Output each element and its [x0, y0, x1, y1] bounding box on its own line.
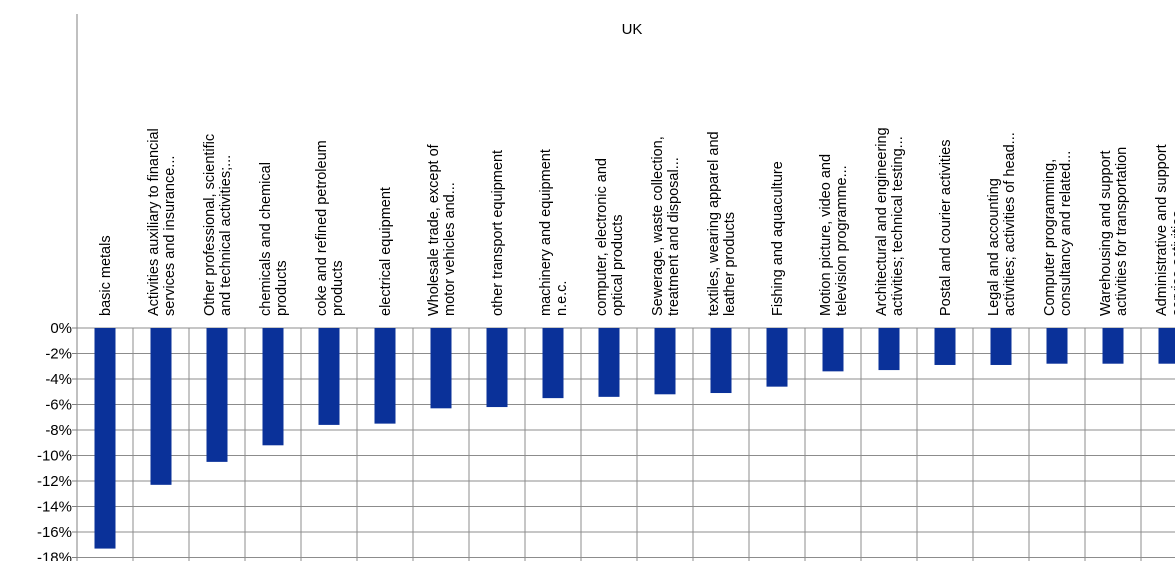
bar: [374, 328, 396, 424]
category-label-line: other transport equipment: [490, 150, 506, 316]
category-label: Wholesale trade, except of motor vehicles…: [426, 143, 458, 316]
category-label: chemicals and chemical products: [258, 162, 290, 316]
bar: [206, 328, 228, 462]
category-label: Sewerage, waste collection, treatment and…: [650, 136, 682, 316]
bar: [150, 328, 172, 485]
category-label: Motion picture, video and television prog…: [818, 154, 850, 316]
category-label-line: Architectural and engineering: [874, 127, 890, 316]
category-label-line: n.e.c.: [554, 281, 570, 316]
category-label: electrical equipment: [378, 187, 394, 316]
category-label: machinery and equipment n.e.c.: [538, 149, 570, 316]
bar: [430, 328, 452, 409]
category-label-line: basic metals: [98, 235, 114, 316]
bar: [486, 328, 508, 408]
bar: [1046, 328, 1068, 364]
category-label-line: service activities: [1170, 210, 1175, 316]
category-label-line: Motion picture, video and: [818, 154, 834, 316]
category-label: Other professional, scientific and techni…: [202, 134, 234, 316]
y-tick-label: -8%: [45, 422, 72, 439]
bar: [934, 328, 956, 365]
category-label-line: Sewerage, waste collection,: [650, 136, 666, 316]
category-label: basic metals: [98, 235, 114, 316]
category-label-line: computer, electronic and: [594, 158, 610, 316]
y-tick-label: -16%: [37, 524, 72, 541]
y-tick-label: -10%: [37, 448, 72, 465]
category-label-line: Activities auxiliary to financial: [146, 128, 162, 316]
category-label-line: Fishing and aquaculture: [770, 161, 786, 316]
bar: [1102, 328, 1124, 364]
category-label-line: Computer programming,: [1042, 159, 1058, 316]
category-label-line: chemicals and chemical: [258, 162, 274, 316]
category-label-line: Administrative and support: [1154, 144, 1170, 316]
bar: [94, 328, 116, 549]
category-label: coke and refined petroleum products: [314, 140, 346, 316]
y-tick-label: -18%: [37, 550, 72, 561]
category-label: Activities auxiliary to financial service…: [146, 128, 178, 316]
category-label-line: products: [330, 260, 346, 316]
category-label-line: electrical equipment: [378, 187, 394, 316]
category-label-line: motor vehicles and...: [442, 182, 458, 316]
category-label: Fishing and aquaculture: [770, 161, 786, 316]
y-tick-label: -14%: [37, 499, 72, 516]
category-label: textiles, wearing apparel and leather pro…: [706, 131, 738, 316]
gridlines: [77, 327, 1175, 561]
bar: [318, 328, 340, 425]
bar: [990, 328, 1012, 365]
category-label-line: Postal and courier activities: [938, 140, 954, 317]
chart-title: UK: [622, 21, 643, 38]
category-label-line: optical products: [610, 214, 626, 316]
category-label-line: textiles, wearing apparel and: [706, 131, 722, 316]
category-label-line: leather products: [722, 212, 738, 316]
category-label-line: consultancy and related...: [1058, 151, 1074, 316]
category-label-line: Other professional, scientific: [202, 134, 218, 316]
category-label-line: treatment and disposal...: [666, 157, 682, 316]
y-axis: 0% -2% -4% -6% -8% -10% -12% -14% -16% -18%: [37, 14, 78, 561]
category-label: other transport equipment: [490, 150, 506, 316]
y-tick-label: 0%: [50, 320, 72, 337]
category-label-line: activities; activities of head...: [1002, 132, 1018, 316]
category-label-line: Wholesale trade, except of: [426, 143, 442, 316]
category-label: Architectural and engineering activities;…: [874, 127, 906, 316]
category-label-line: television programme...: [834, 165, 850, 316]
category-label: Administrative and support service activi…: [1154, 144, 1175, 316]
category-labels: basic metals Activities auxiliary to fina…: [98, 127, 1175, 316]
bar: [822, 328, 844, 372]
bars: [94, 328, 1175, 549]
category-label-line: and technical activities;...: [218, 155, 234, 316]
category-label-line: coke and refined petroleum: [314, 140, 330, 316]
y-tick-label: -12%: [37, 473, 72, 490]
bar: [1158, 328, 1175, 364]
category-label-line: activities for transportation: [1114, 147, 1130, 316]
bar: [766, 328, 788, 387]
bar: [262, 328, 284, 446]
bar: [654, 328, 676, 395]
bar: [710, 328, 732, 394]
category-label-line: activities; technical testing...: [890, 136, 906, 316]
category-label: Computer programming, consultancy and rel…: [1042, 151, 1074, 316]
category-label: computer, electronic and optical products: [594, 158, 626, 316]
y-tick-label: -6%: [45, 397, 72, 414]
category-label: Warehousing and support activities for tr…: [1098, 147, 1130, 316]
category-label: Postal and courier activities: [938, 140, 954, 317]
category-label-line: Legal and accounting: [986, 178, 1002, 316]
category-label: Legal and accounting activities; activiti…: [986, 132, 1018, 316]
y-tick-label: -4%: [45, 371, 72, 388]
category-label-line: machinery and equipment: [538, 149, 554, 316]
bar: [542, 328, 564, 399]
category-label-line: services and insurance...: [162, 156, 178, 316]
bar: [598, 328, 620, 397]
bar: [878, 328, 900, 371]
category-label-line: Warehousing and support: [1098, 150, 1114, 316]
y-tick-label: -2%: [45, 346, 72, 363]
category-label-line: products: [274, 260, 290, 316]
